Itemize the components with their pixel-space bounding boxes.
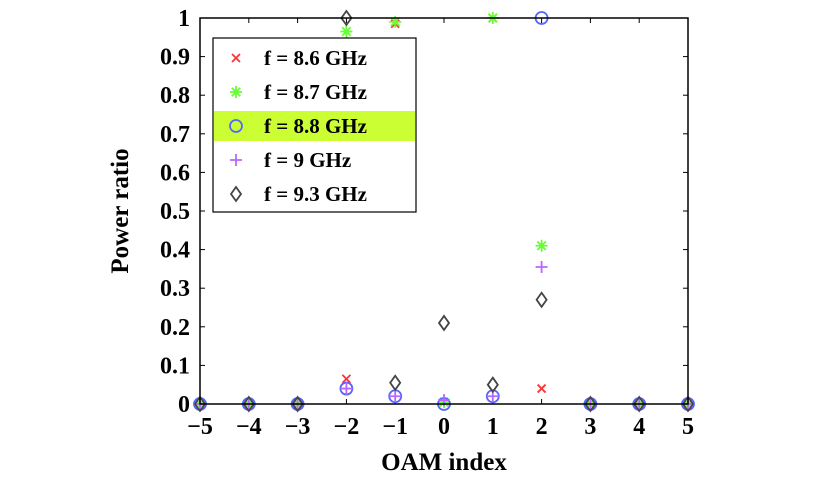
y-tick-label: 0 — [178, 392, 190, 418]
data-point — [340, 382, 353, 395]
legend-entry: f = 8.8 GHz — [214, 111, 415, 141]
x-tick-label: 1 — [487, 414, 499, 440]
data-point — [437, 314, 451, 332]
legend-label: f = 9 GHz — [264, 148, 351, 172]
x-tick-label: 4 — [633, 414, 645, 440]
legend-marker — [231, 53, 241, 63]
legend-marker — [230, 86, 242, 98]
data-point — [535, 239, 548, 252]
legend-label: f = 8.8 GHz — [264, 114, 367, 138]
legend-highlight — [214, 111, 415, 141]
data-point — [340, 25, 353, 38]
x-tick-label: −4 — [236, 414, 262, 440]
x-tick-label: −5 — [187, 414, 213, 440]
legend: f = 8.6 GHz f = 8.7 GHz f = 8.8 GHz f = 9 G… — [212, 37, 417, 213]
data-point — [389, 390, 402, 403]
data-point — [389, 374, 402, 392]
y-tick-label: 0.8 — [160, 83, 190, 109]
y-tick-label: 1 — [178, 6, 190, 32]
y-axis-label: Power ratio — [107, 148, 134, 273]
y-tick-label: 0.1 — [160, 353, 190, 379]
data-point — [535, 260, 548, 273]
series-f-9.3-ghz — [193, 9, 695, 413]
legend-entry: f = 9.3 GHz — [229, 182, 367, 206]
data-point — [536, 383, 547, 394]
legend-label: f = 8.6 GHz — [264, 46, 367, 70]
data-point — [633, 395, 646, 413]
x-tick-label: 5 — [682, 414, 694, 440]
data-point — [389, 15, 402, 28]
data-point — [584, 395, 597, 413]
x-tick-label: 3 — [584, 414, 596, 440]
data-point — [340, 9, 353, 27]
legend-label: f = 8.7 GHz — [264, 80, 367, 104]
x-tick-label: −1 — [382, 414, 408, 440]
data-point — [681, 395, 695, 413]
x-tick-label: 2 — [536, 414, 548, 440]
y-tick-label: 0.9 — [160, 45, 190, 71]
legend-marker — [230, 154, 242, 166]
legend-entry: f = 9 GHz — [230, 148, 351, 172]
y-tick-label: 0.5 — [160, 199, 190, 225]
y-tick-label: 0.4 — [160, 238, 190, 264]
x-axis-label: OAM index — [381, 449, 507, 476]
y-tick-label: 0.6 — [160, 160, 190, 186]
y-tick-label: 0.7 — [160, 122, 190, 148]
data-point — [242, 395, 255, 413]
legend-entry: f = 8.6 GHz — [231, 46, 367, 70]
legend-marker — [229, 119, 243, 133]
y-tick-label: 0.2 — [160, 315, 190, 341]
data-point — [486, 376, 499, 394]
legend-label: f = 9.3 GHz — [264, 182, 367, 206]
axis-ticks: −5 −4 −3 −2 −1 0 1 2 3 4 5 0 0.1 0.2 0.3 0.4 0.5 0.6 0.7 0.… — [160, 6, 694, 440]
data-point — [535, 291, 548, 309]
legend-entry: f = 8.7 GHz — [230, 80, 367, 104]
data-point — [341, 374, 352, 384]
x-tick-label: −3 — [285, 414, 311, 440]
data-point — [193, 395, 207, 413]
plot-frame — [199, 17, 689, 405]
y-tick-label: 0.3 — [160, 276, 190, 302]
legend-marker — [229, 185, 243, 203]
data-point — [291, 395, 304, 413]
x-tick-label: 0 — [438, 414, 450, 440]
x-tick-label: −2 — [334, 414, 360, 440]
